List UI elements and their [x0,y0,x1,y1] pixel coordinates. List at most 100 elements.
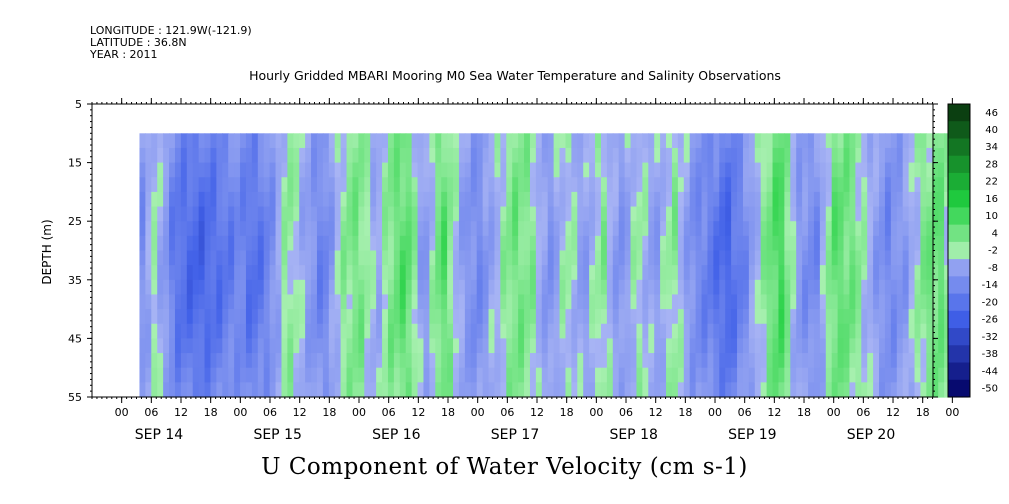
heatmap-cell [174,221,182,237]
heatmap-cell [873,353,880,369]
heatmap-cell [186,206,194,222]
heatmap-cell [725,294,732,310]
heatmap-cell [210,309,217,325]
heatmap-cell [589,162,596,178]
heatmap-cell [186,162,194,178]
heatmap-cell [843,133,851,149]
heatmap-cell [754,294,762,310]
colorbar-swatch [948,155,970,174]
heatmap-cell [825,235,833,252]
heatmap-cell [186,294,194,310]
heatmap-cell [914,338,922,354]
heatmap-cell [671,309,679,325]
heatmap-cell [157,309,164,325]
heatmap-cell [796,309,803,325]
heatmap-cell [470,382,478,398]
heatmap-cell [382,279,389,296]
heatmap-cell [547,147,555,164]
heatmap-cell [879,279,886,296]
heatmap-cell [855,309,862,325]
heatmap-cell [695,323,703,339]
heatmap-cell [524,133,531,149]
heatmap-cell [772,265,780,281]
heatmap-cell [612,382,620,398]
heatmap-cell [429,235,436,252]
heatmap-cell [275,147,283,164]
heatmap-cell [742,147,750,164]
heatmap-cell [393,265,401,281]
heatmap-cell [464,147,472,164]
heatmap-cell [186,250,194,266]
heatmap-cell [565,353,572,369]
heatmap-cell [660,367,667,383]
heatmap-cell [707,235,714,252]
heatmap-cell [387,323,395,339]
heatmap-cell [382,191,389,208]
heatmap-cell [541,206,549,222]
heatmap-cell [228,338,235,354]
heatmap-cell [435,323,442,339]
heatmap-cell [547,353,555,369]
heatmap-cell [689,382,697,398]
heatmap-cell [139,235,146,252]
heatmap-cell [257,294,265,310]
heatmap-cell [831,250,839,266]
heatmap-cell [470,338,478,354]
heatmap-cell [890,309,898,325]
heatmap-cell [547,206,555,222]
heatmap-cell [529,147,537,164]
heatmap-cell [867,147,874,164]
heatmap-cell [210,265,217,281]
heatmap-cell [458,338,466,354]
heatmap-cell [577,235,584,252]
heatmap-cell [216,294,223,310]
heatmap-cell [849,147,856,164]
heatmap-cell [606,353,614,369]
heatmap-cell [192,279,200,296]
heatmap-cell [849,279,856,296]
heatmap-cell [796,206,803,222]
heatmap-cell [677,367,685,383]
heatmap-cell [245,221,253,237]
heatmap-cell [654,338,661,354]
heatmap-cell [701,279,709,296]
heatmap-cell [453,279,460,296]
heatmap-cell [387,382,395,398]
heatmap-cell [742,294,750,310]
heatmap-cell [837,338,845,354]
heatmap-cell [512,323,519,339]
heatmap-cell [754,162,762,178]
heatmap-cell [944,265,951,281]
heatmap-cell [843,367,851,383]
heatmap-cell [524,279,531,296]
heatmap-cell [843,265,851,281]
heatmap-cell [245,294,253,310]
heatmap-cell [198,309,206,325]
heatmap-cell [914,235,922,252]
heatmap-cell [222,338,229,354]
heatmap-cell [293,235,300,252]
heatmap-cell [417,162,425,178]
heatmap-cell [370,367,377,383]
heatmap-cell [559,338,567,354]
heatmap-cell [707,206,714,222]
heatmap-cell [559,309,567,325]
heatmap-cell [145,147,152,164]
heatmap-cell [370,162,377,178]
heatmap-cell [287,177,294,193]
heatmap-cell [583,147,590,164]
heatmap-cell [334,309,342,325]
heatmap-cell [488,338,496,354]
heatmap-cell [742,309,750,325]
heatmap-cell [169,294,176,310]
heatmap-cell [849,250,856,266]
heatmap-cell [328,206,336,222]
heatmap-cell [180,191,188,208]
heatmap-cell [748,279,756,296]
heatmap-cell [151,338,158,354]
heatmap-cell [411,177,419,193]
heatmap-cell [606,265,614,281]
colorbar-swatch [948,207,970,226]
heatmap-cell [920,191,927,208]
heatmap-cell [139,279,146,296]
